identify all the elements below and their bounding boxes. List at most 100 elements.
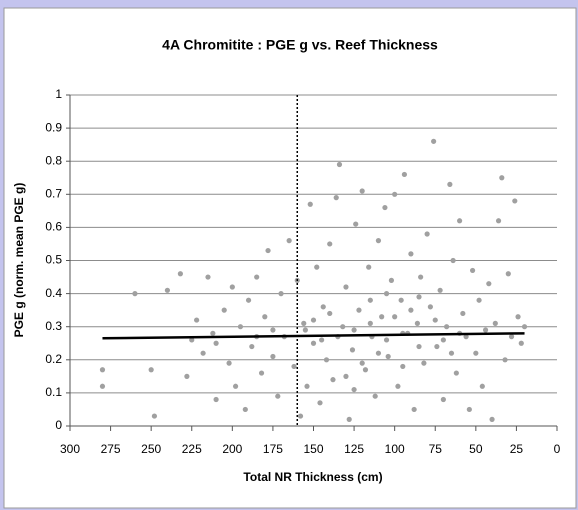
data-point bbox=[249, 343, 255, 350]
data-point bbox=[189, 337, 195, 343]
x-tick-label: 150 bbox=[303, 442, 323, 456]
data-point bbox=[213, 396, 219, 403]
data-point bbox=[351, 327, 357, 333]
y-axis-label: PGE g (norm. mean PGE g) bbox=[12, 183, 26, 338]
data-point bbox=[330, 377, 336, 383]
data-point bbox=[499, 175, 505, 181]
data-point bbox=[427, 304, 433, 310]
data-point bbox=[245, 297, 252, 303]
y-tick-label: 0.6 bbox=[45, 220, 62, 234]
x-tick-label: 250 bbox=[141, 442, 161, 456]
data-point bbox=[418, 274, 424, 280]
data-point bbox=[232, 383, 239, 389]
data-point bbox=[437, 287, 443, 293]
data-point bbox=[148, 367, 154, 373]
data-point bbox=[151, 413, 158, 419]
data-point bbox=[408, 251, 414, 257]
data-point bbox=[434, 343, 440, 350]
data-point bbox=[447, 181, 453, 187]
data-point bbox=[408, 307, 414, 313]
data-point bbox=[416, 294, 422, 300]
data-point bbox=[424, 231, 430, 237]
data-point bbox=[275, 393, 281, 399]
data-point bbox=[444, 324, 450, 330]
data-point bbox=[333, 195, 339, 201]
x-tick-label: 225 bbox=[182, 442, 202, 456]
data-point bbox=[307, 201, 313, 207]
data-point bbox=[351, 386, 357, 393]
data-point bbox=[99, 367, 106, 373]
data-point bbox=[383, 337, 390, 343]
data-point bbox=[205, 274, 211, 280]
data-point bbox=[398, 297, 404, 303]
data-point bbox=[327, 241, 333, 247]
data-point bbox=[367, 320, 373, 326]
data-point bbox=[314, 264, 320, 270]
data-point bbox=[200, 350, 206, 356]
data-point bbox=[346, 416, 352, 422]
data-point bbox=[356, 307, 362, 313]
data-point bbox=[457, 218, 463, 224]
x-axis-label: Total NR Thickness (cm) bbox=[243, 470, 382, 484]
data-point bbox=[270, 353, 276, 360]
data-point bbox=[383, 291, 390, 297]
x-tick-label: 0 bbox=[554, 442, 561, 456]
x-tick-label: 75 bbox=[429, 442, 443, 456]
y-tick-label: 0.7 bbox=[45, 186, 62, 200]
data-point bbox=[367, 297, 373, 303]
data-point bbox=[177, 271, 183, 277]
data-point bbox=[291, 363, 297, 370]
data-point bbox=[327, 310, 333, 317]
data-point bbox=[400, 363, 406, 370]
data-point bbox=[421, 360, 427, 366]
data-point bbox=[349, 347, 356, 353]
data-point bbox=[466, 406, 472, 413]
data-point bbox=[482, 327, 489, 333]
data-point bbox=[453, 370, 459, 376]
chart-area bbox=[3, 7, 577, 509]
data-point bbox=[463, 334, 469, 340]
data-point bbox=[473, 350, 479, 356]
x-tick-label: 100 bbox=[385, 442, 405, 456]
data-point bbox=[229, 284, 235, 290]
data-point bbox=[476, 297, 482, 303]
data-point bbox=[99, 383, 106, 389]
data-point bbox=[210, 330, 216, 336]
data-point bbox=[392, 314, 398, 320]
data-point bbox=[495, 218, 502, 224]
data-point bbox=[502, 357, 508, 363]
data-point bbox=[359, 188, 365, 194]
x-tick-label: 300 bbox=[60, 442, 80, 456]
data-point bbox=[392, 191, 398, 197]
trend-line bbox=[102, 332, 525, 340]
data-point bbox=[262, 314, 268, 320]
data-point bbox=[310, 340, 317, 346]
data-point bbox=[132, 291, 138, 297]
data-point bbox=[221, 307, 227, 313]
data-point bbox=[375, 238, 382, 244]
data-point bbox=[431, 138, 437, 144]
data-point bbox=[521, 324, 528, 330]
data-point bbox=[343, 284, 349, 290]
data-point bbox=[184, 373, 190, 379]
x-tick-label: 25 bbox=[510, 442, 524, 456]
data-point bbox=[254, 274, 260, 280]
data-point bbox=[340, 324, 346, 330]
data-point bbox=[492, 320, 498, 326]
data-point bbox=[336, 161, 343, 168]
x-tick-label: 175 bbox=[263, 442, 283, 456]
y-tick-label: 0.5 bbox=[45, 253, 62, 267]
data-point bbox=[416, 343, 422, 350]
data-point bbox=[379, 314, 385, 320]
data-point bbox=[359, 360, 365, 366]
data-point bbox=[362, 367, 369, 373]
y-tick-label: 0.9 bbox=[45, 120, 62, 134]
x-tick-label: 125 bbox=[344, 442, 364, 456]
data-point bbox=[226, 360, 232, 366]
data-point bbox=[320, 304, 326, 310]
data-point bbox=[385, 353, 391, 360]
data-point bbox=[258, 370, 265, 376]
y-tick-label: 0.8 bbox=[45, 153, 62, 167]
data-point bbox=[375, 350, 382, 356]
